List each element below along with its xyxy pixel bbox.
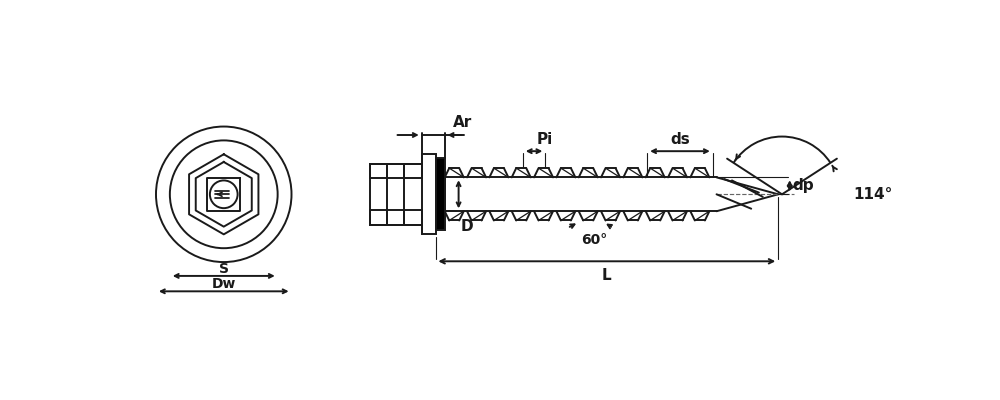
Polygon shape — [436, 158, 445, 230]
Text: dp: dp — [793, 178, 814, 193]
Text: L: L — [602, 268, 612, 283]
Text: D: D — [461, 219, 474, 234]
Text: ds: ds — [670, 132, 690, 146]
Text: S: S — [219, 262, 229, 276]
Text: Pi: Pi — [536, 132, 553, 146]
Text: Dw: Dw — [212, 277, 236, 291]
Text: 114°: 114° — [854, 187, 893, 202]
Text: 60°: 60° — [581, 233, 607, 247]
Text: Ar: Ar — [452, 115, 472, 130]
